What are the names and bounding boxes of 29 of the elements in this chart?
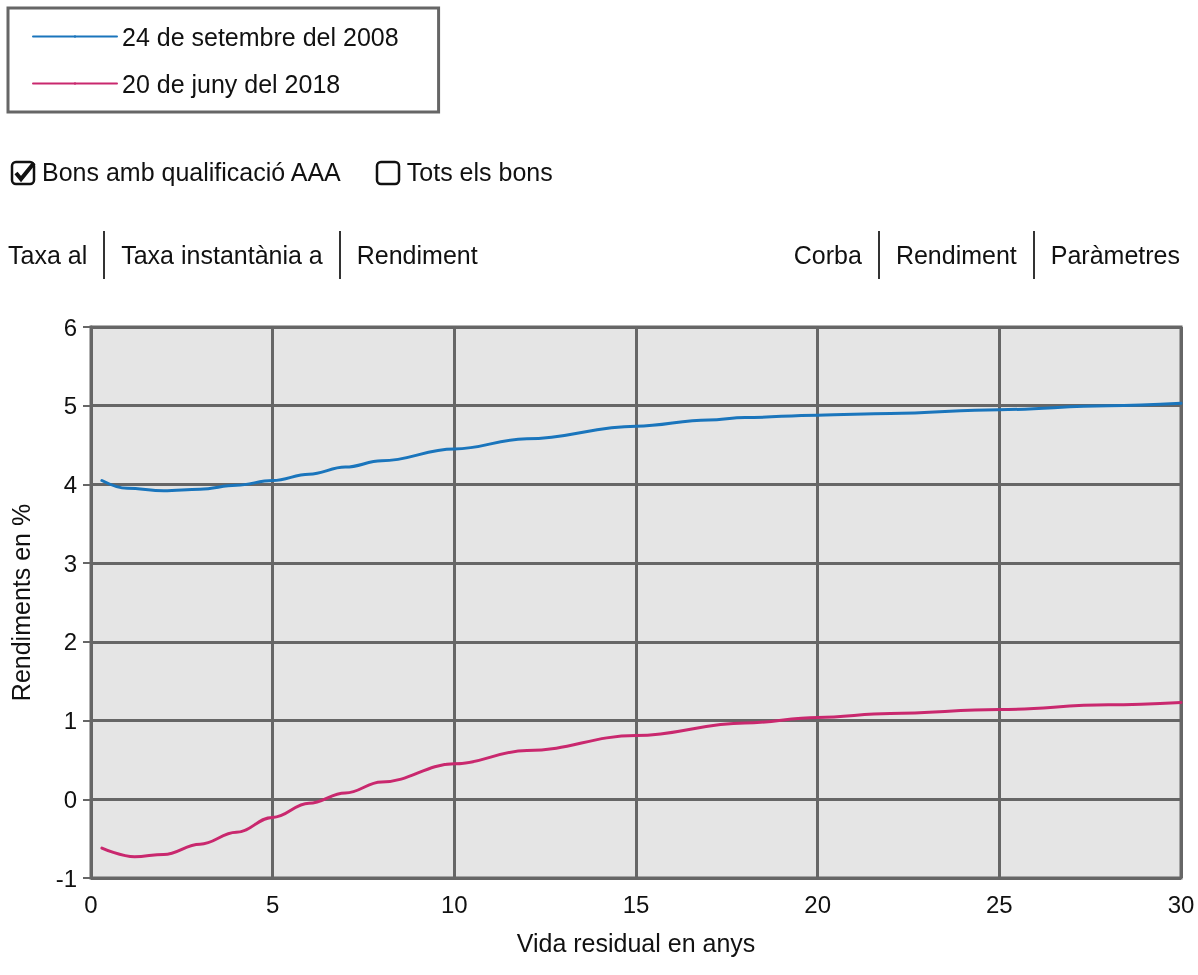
text: Rendiment — [356, 240, 478, 270]
y-tick-label: 5 — [63, 392, 77, 420]
text: Tots els bons — [406, 158, 553, 187]
text: Bons amb qualificació AAA — [42, 158, 341, 187]
y-tick-label: 2 — [63, 628, 77, 656]
x-tick-label: 0 — [84, 890, 98, 918]
legend-label: 24 de setembre del 2008 — [122, 22, 399, 51]
y-tick-label: 6 — [63, 313, 77, 341]
y-tick-label: 4 — [63, 470, 77, 498]
y-tick-label: -1 — [55, 864, 77, 892]
x-axis-title: Vida residual en anys — [516, 928, 756, 957]
x-tick-label: 15 — [622, 890, 650, 918]
x-tick-label: 30 — [1167, 890, 1195, 918]
y-tick-label: 1 — [63, 707, 77, 735]
x-tick-label: 5 — [265, 890, 280, 918]
line-series — [100, 401, 1183, 493]
x-tick-label: 25 — [985, 890, 1013, 918]
y-tick-label: 0 — [63, 785, 77, 813]
text: Corba — [793, 240, 862, 270]
text: Rendiment — [895, 240, 1017, 270]
y-tick-label: 3 — [63, 549, 77, 577]
x-tick-label: 20 — [804, 890, 832, 918]
x-tick-label: 10 — [440, 890, 468, 918]
legend-label: 20 de juny del 2018 — [122, 69, 341, 98]
text: Taxa instantània a — [121, 240, 323, 270]
y-axis-title: Rendiments en % — [6, 503, 35, 702]
line-series — [100, 700, 1183, 859]
text: Taxa al — [8, 240, 88, 270]
text: Paràmetres — [1050, 240, 1180, 270]
